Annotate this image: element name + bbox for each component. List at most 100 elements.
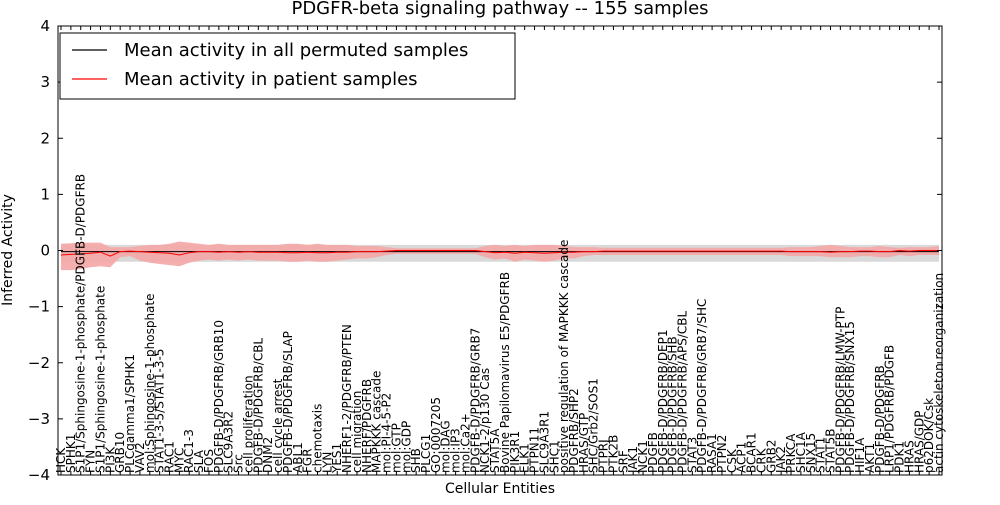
y-tick-label: 1 xyxy=(40,185,50,203)
x-tick-label: HRAS xyxy=(902,440,916,473)
x-tick-label: BCAR1 xyxy=(745,432,759,473)
x-tick-label: PDGFRB/SHP2 xyxy=(567,388,581,473)
x-tick-label: SNX15 xyxy=(804,433,818,473)
x-tick-label: p62DOK/Csk xyxy=(922,398,936,473)
y-tick-label: −4 xyxy=(28,466,50,484)
y-tick-label: 3 xyxy=(40,73,50,91)
x-tick-label: PDGFB-D/PDGFRB/GRB10 xyxy=(212,320,226,473)
x-tick-label: FGR xyxy=(301,448,315,473)
x-tick-label: ACP1 xyxy=(735,442,749,473)
x-tick-label: STAT5B xyxy=(824,429,838,474)
x-tick-label: STAT3 xyxy=(685,437,699,473)
x-tick-label: S1P1/Sphingosine-1-phosphate/PDGFB-D/PDG… xyxy=(74,174,88,473)
x-tick-label: MYC xyxy=(172,448,186,473)
x-tick-label: FYN xyxy=(84,450,98,473)
x-tick-label: mol:IP3 xyxy=(449,428,463,473)
legend: Mean activity in all permuted samples Mea… xyxy=(59,32,516,100)
y-tick-label: −3 xyxy=(28,410,50,428)
x-tick-label: PRKCA xyxy=(784,433,798,473)
legend-entry-label: Mean activity in all permuted samples xyxy=(124,40,468,61)
x-tick-label: SLC9A3R1 xyxy=(537,411,551,473)
x-tick-label: PDGFB-D/PDGFRB/GRB7 xyxy=(468,328,482,473)
plot-frame xyxy=(57,25,943,476)
x-tick-label: PDK1 xyxy=(893,441,907,473)
x-tick-label: mol:PI-4-5-P2 xyxy=(380,393,394,473)
patient-activity-band xyxy=(61,241,939,271)
x-tick-label: SLA xyxy=(192,449,206,473)
x-tick-label: PDGFB-D/PDGFRB xyxy=(873,365,887,473)
x-tick-label: PTK2B xyxy=(606,435,620,473)
x-tick-label: JAK1 xyxy=(626,446,640,474)
x-tick-label: CSK xyxy=(725,448,739,473)
x-tick-label: HIF1A xyxy=(853,437,867,473)
x-tick-label: SHC1 xyxy=(547,440,561,473)
x-tick-label: mol:Sphingosine-1-phosphate xyxy=(143,294,157,474)
x-tick-label: Src xyxy=(232,454,246,473)
x-tick-label: cell proliferation xyxy=(241,375,255,473)
x-tick-label: PDGFB-D/PDGFRB/LMW-PTP xyxy=(833,307,847,473)
x-tick-label: NHERF/PDGFRB xyxy=(360,379,374,473)
x-tick-label: NCK1-2/p130 Cas xyxy=(478,368,492,473)
y-axis-label: Inferred Activity xyxy=(0,194,16,306)
y-tick-label: −2 xyxy=(28,354,50,372)
x-tick-label: NCK1 xyxy=(636,440,650,473)
x-tick-label: cell cycle arrest xyxy=(271,378,285,473)
x-tick-label: positive regulation of MAPKKK cascade xyxy=(557,240,571,473)
x-tick-label: DNM2 xyxy=(261,437,275,473)
x-tick-label: PDGFB-D/PDGFRB/GRB7/SHC xyxy=(695,299,709,473)
x-tick-label: PTPRJ xyxy=(597,439,611,473)
x-tick-label: LRP1/PDGFRB/PDGFB xyxy=(883,345,897,473)
x-tick-label: STAT1 xyxy=(814,437,828,473)
x-tick-label: STAT1-3-5/STAT1-3-5 xyxy=(153,349,167,473)
x-tick-label: GRB2 xyxy=(764,439,778,473)
x-tick-label: RAC1-3 xyxy=(182,429,196,473)
x-tick-label: SHC/Grb2/SOS1 xyxy=(587,378,601,473)
x-tick-label: LYN xyxy=(320,452,334,473)
plot-area: −4−3−2−101234HCKSPHK1S1P1/Sphingosine-1-… xyxy=(28,17,946,484)
x-tick-label: PLCG1 xyxy=(419,434,433,473)
x-tick-label: PIK3R1 xyxy=(508,431,522,473)
x-tick-label: mol:GDP xyxy=(399,421,413,473)
x-tick-label: PDGFB xyxy=(646,432,660,473)
x-tick-label: PDGFB-D/PDGFRB/SNX15 xyxy=(843,321,857,473)
legend-entry-label: Mean activity in patient samples xyxy=(124,69,418,90)
x-tick-label: PDGFB-D/PDGFRB/APS/CBL xyxy=(676,310,690,473)
y-tick-label: −1 xyxy=(28,298,50,316)
x-tick-label: SHC1A xyxy=(794,431,808,473)
x-tick-label: cell migration xyxy=(350,391,364,473)
x-tick-label: S1P1/Sphingosine-1-phosphate xyxy=(94,286,108,473)
x-tick-label: mol:Ca2+ xyxy=(459,413,473,473)
x-tick-label: GO:0007205 xyxy=(429,397,443,473)
x-tick-label: FOS xyxy=(202,449,216,473)
legend-box xyxy=(59,32,516,100)
x-tick-label: YES1 xyxy=(330,443,344,474)
y-tick-label: 2 xyxy=(40,129,50,147)
x-tick-label: SRF xyxy=(616,450,630,473)
x-tick-label: AKT1 xyxy=(863,443,877,473)
patient-activity-line xyxy=(60,249,939,257)
x-axis-label: Cellular Entities xyxy=(445,481,555,497)
x-tick-label: SPHK1 xyxy=(64,434,78,473)
x-tick-label: JAK2 xyxy=(774,446,788,474)
x-tick-label: VAV2 xyxy=(133,442,147,473)
x-tick-label: PLCgamma1/SPHK1 xyxy=(123,354,137,473)
x-tick-label: GRB10 xyxy=(113,432,127,473)
x-tick-label: PTPN11 xyxy=(528,427,542,473)
x-tick-label: NHERF1-2/PDGFRB/PTEN xyxy=(340,324,354,473)
x-tick-label: chemotaxis xyxy=(311,404,325,473)
y-tick-label: 4 xyxy=(40,17,50,35)
x-tick-label: HRAS/GTP xyxy=(577,413,591,473)
x-tick-label: Bovine Papilomavirus E5/PDGFRB xyxy=(498,272,512,473)
x-tick-label: HRAS/GDP xyxy=(912,410,926,473)
x-tick-label: ABL1 xyxy=(291,442,305,473)
x-tick-label: mol:GTP xyxy=(389,423,403,473)
x-tick-label: CRK xyxy=(754,447,768,473)
x-tick-label: PDGFB-D/PDGFRB/SHB xyxy=(666,336,680,473)
x-tick-label: PI3K xyxy=(103,446,117,473)
x-tick-label: RAC1 xyxy=(163,441,177,473)
x-tick-label: MAPKKK cascade xyxy=(370,371,384,473)
x-tick-label: RASA1 xyxy=(705,433,719,473)
x-tick-label: PDGFB-D/PDGFRB/CBL xyxy=(251,338,265,473)
